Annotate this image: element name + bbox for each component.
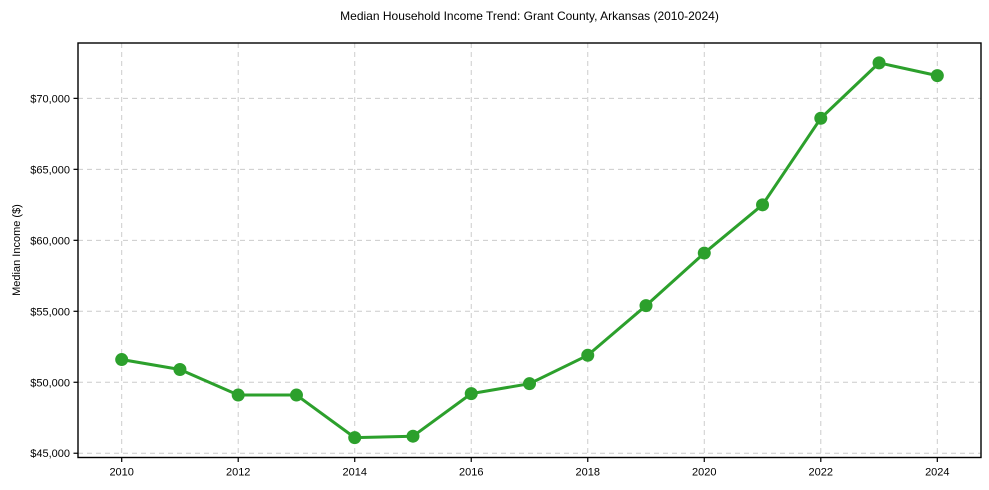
data-point xyxy=(231,388,245,402)
data-point xyxy=(464,387,478,401)
y-tick-label: $65,000 xyxy=(30,164,70,176)
data-point xyxy=(697,246,711,260)
data-point xyxy=(814,111,828,125)
y-tick-label: $60,000 xyxy=(30,235,70,247)
y-tick-label: $50,000 xyxy=(30,377,70,389)
y-tick-label: $70,000 xyxy=(30,93,70,105)
data-point xyxy=(173,362,187,376)
x-tick-label: 2016 xyxy=(459,467,483,479)
data-point xyxy=(581,348,595,362)
x-tick-label: 2024 xyxy=(925,467,949,479)
data-point xyxy=(406,429,420,443)
y-tick-label: $55,000 xyxy=(30,306,70,318)
data-point xyxy=(872,56,886,70)
chart-title: Median Household Income Trend: Grant Cou… xyxy=(340,9,719,23)
data-point xyxy=(115,353,129,367)
plot-border xyxy=(77,42,982,459)
data-point xyxy=(348,431,362,445)
x-tick-label: 2010 xyxy=(109,467,133,479)
x-tick-label: 2020 xyxy=(692,467,716,479)
x-tick-label: 2018 xyxy=(576,467,600,479)
data-point xyxy=(289,388,303,402)
data-point xyxy=(930,69,944,83)
data-point xyxy=(756,198,770,212)
data-point xyxy=(523,377,536,391)
data-point xyxy=(639,299,653,313)
x-tick-label: 2022 xyxy=(809,467,833,479)
x-tick-label: 2014 xyxy=(342,467,366,479)
y-tick-label: $45,000 xyxy=(30,448,70,460)
x-tick-label: 2012 xyxy=(226,467,250,479)
